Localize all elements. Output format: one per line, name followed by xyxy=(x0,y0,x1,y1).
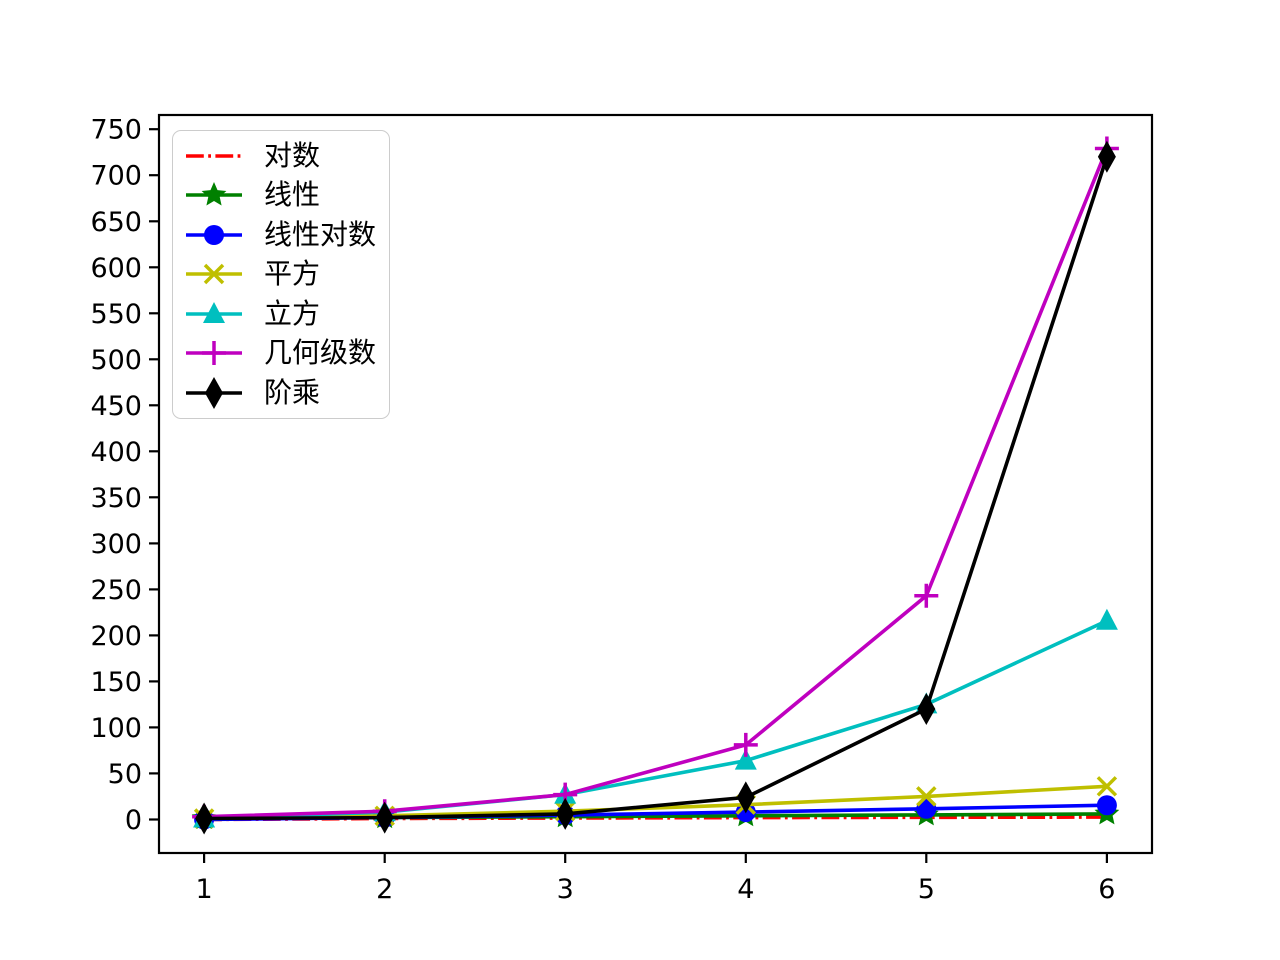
series-geometric-series-line xyxy=(204,147,1109,819)
series-cube-line xyxy=(204,619,1108,821)
legend-square-swatch-icon xyxy=(186,264,242,285)
x-tick-label: 1 xyxy=(196,874,213,905)
legend-geometric-series-label: 几何级数 xyxy=(264,336,377,370)
y-tick-label: 150 xyxy=(90,667,142,698)
y-tick-label: 550 xyxy=(90,299,142,330)
legend-item-linear: 线性 xyxy=(184,176,379,216)
legend-linear-label: 线性 xyxy=(264,178,321,212)
y-tick-label: 400 xyxy=(90,437,142,468)
y-tick-label: 700 xyxy=(90,161,142,192)
y-tick-label: 450 xyxy=(90,391,142,422)
y-tick-label: 650 xyxy=(90,207,142,238)
x-axis: 1 2 3 4 5 6 xyxy=(196,853,1115,905)
legend-item-cube: 立方 xyxy=(184,294,379,334)
x-tick-label: 5 xyxy=(918,874,935,905)
marker-thin-diamond-icon xyxy=(917,693,936,725)
x-tick-label: 4 xyxy=(737,874,754,905)
marker-plus-icon xyxy=(202,341,226,366)
marker-triangle-up-icon xyxy=(1095,608,1118,630)
legend-square-label: 平方 xyxy=(264,257,321,291)
legend-cube-swatch-icon xyxy=(186,301,242,323)
legend-item-geometric-series: 几何级数 xyxy=(184,334,379,374)
marker-x-icon xyxy=(916,786,937,807)
legend-log-swatch-icon xyxy=(186,153,242,158)
marker-thin-diamond-icon xyxy=(205,376,223,409)
marker-thin-diamond-icon xyxy=(1097,140,1116,173)
marker-circle-icon xyxy=(1096,795,1117,816)
series-factorial xyxy=(195,140,1116,835)
x-tick-label: 2 xyxy=(376,874,393,905)
x-tick-label: 6 xyxy=(1098,874,1115,905)
legend: 对数线性线性对数平方立方几何级数阶乘 xyxy=(172,130,390,419)
marker-triangle-up-icon xyxy=(203,301,225,323)
legend-cube-label: 立方 xyxy=(264,296,321,330)
marker-x-icon xyxy=(1096,776,1118,797)
y-tick-label: 100 xyxy=(90,713,142,744)
y-tick-label: 300 xyxy=(90,529,142,560)
y-tick-label: 600 xyxy=(90,253,142,284)
marker-star-icon xyxy=(201,182,227,206)
y-tick-label: 0 xyxy=(125,805,142,836)
y-axis: 0 50 100 150 200 250 300 350 400 450 500 550 600 650 7… xyxy=(90,115,159,836)
marker-plus-icon xyxy=(914,583,939,608)
legend-linear-swatch-icon xyxy=(186,182,242,206)
legend-item-factorial: 阶乘 xyxy=(184,373,379,413)
marker-thin-diamond-icon xyxy=(195,802,214,835)
y-tick-label: 350 xyxy=(90,483,142,514)
legend-factorial-label: 阶乘 xyxy=(264,375,321,409)
y-tick-label: 250 xyxy=(90,575,142,606)
marker-plus-icon xyxy=(733,732,758,757)
marker-thin-diamond-icon xyxy=(736,781,755,814)
marker-thin-diamond-icon xyxy=(556,797,575,830)
series-group xyxy=(191,136,1120,835)
legend-geometric-series-swatch-icon xyxy=(186,341,242,366)
marker-x-icon xyxy=(203,264,225,285)
y-tick-label: 200 xyxy=(90,621,142,652)
legend-factorial-swatch-icon xyxy=(186,376,242,409)
marker-circle-icon xyxy=(204,224,224,245)
marker-triangle-up-icon xyxy=(734,748,757,770)
legend-linearithmic-swatch-icon xyxy=(186,224,242,245)
legend-item-linearithmic: 线性对数 xyxy=(184,215,379,255)
y-tick-label: 50 xyxy=(108,759,142,790)
legend-item-square: 平方 xyxy=(184,255,379,295)
legend-item-log: 对数 xyxy=(184,136,379,176)
marker-thin-diamond-icon xyxy=(375,801,394,834)
legend-linearithmic-label: 线性对数 xyxy=(264,217,377,251)
y-tick-label: 500 xyxy=(90,345,142,376)
plot-frame xyxy=(157,113,1154,855)
x-tick-label: 3 xyxy=(557,874,574,905)
y-tick-label: 750 xyxy=(90,115,142,146)
series-factorial-line xyxy=(204,156,1109,821)
legend-log-label: 对数 xyxy=(264,138,321,172)
